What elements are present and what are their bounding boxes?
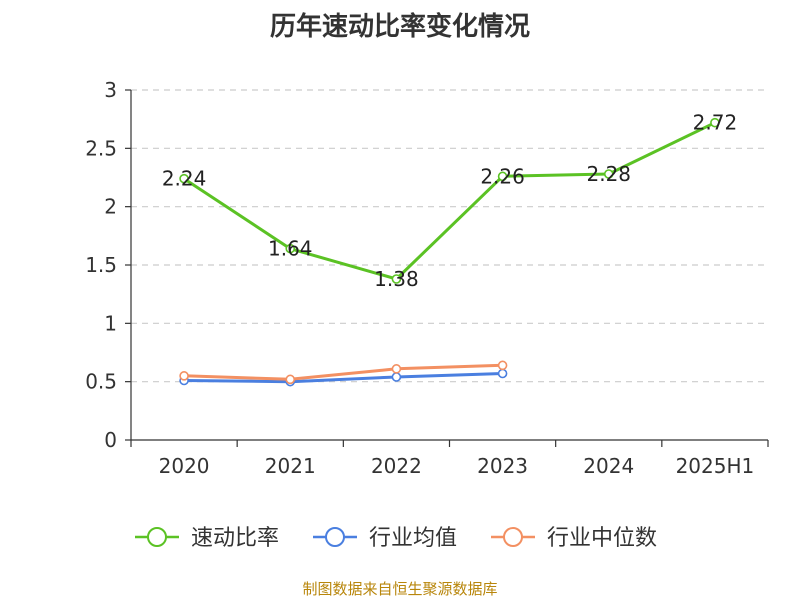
data-point <box>179 173 189 184</box>
legend-label: 速动比率 <box>191 526 279 551</box>
data-label: 2.26 <box>480 164 525 188</box>
y-tick-label: 1.5 <box>85 253 117 277</box>
source-note: 制图数据来自恒生聚源数据库 <box>302 580 498 598</box>
axis-layer: 0 0.5 1 1.5 2 2.5 3 2020 2021 2022 2023 2024 2025H1 <box>85 78 769 478</box>
data-label: 1.64 <box>268 237 313 261</box>
legend-label: 行业均值 <box>369 526 457 551</box>
data-point <box>497 171 508 182</box>
data-point <box>391 372 402 382</box>
x-tick-label: 2023 <box>477 454 528 478</box>
series-line <box>183 121 716 281</box>
y-tick-label: 3 <box>104 78 117 102</box>
chart-title: 历年速动比率变化情况 <box>269 12 530 42</box>
data-label: 2.72 <box>693 111 738 135</box>
x-tick-label: 2024 <box>583 454 634 478</box>
data-point <box>391 274 402 284</box>
legend: 速动比率 行业均值 行业中位数 <box>135 526 657 551</box>
data-point <box>710 117 720 128</box>
legend-marker <box>147 527 167 547</box>
data-point <box>603 169 614 179</box>
data-point <box>285 243 296 254</box>
x-tick-label: 2025H1 <box>676 454 755 478</box>
data-label: 2.24 <box>162 167 207 191</box>
data-label: 2.28 <box>586 162 631 186</box>
data-point <box>497 368 508 379</box>
y-tick-label: 0 <box>104 428 117 452</box>
data-point <box>285 374 296 385</box>
legend-marker <box>325 527 345 547</box>
data-label: 1.38 <box>374 267 419 291</box>
x-tick-label: 2020 <box>159 454 210 478</box>
y-tick-label: 0.5 <box>85 370 117 394</box>
data-point <box>179 371 189 381</box>
label-layer: 2.24 1.64 1.38 2.26 2.28 2.72 <box>162 111 737 291</box>
legend-label: 行业中位数 <box>547 526 657 551</box>
x-tick-label: 2022 <box>371 454 422 478</box>
data-point <box>391 364 402 374</box>
y-tick-label: 2 <box>104 195 117 219</box>
legend-marker <box>503 527 523 547</box>
y-tick-label: 2.5 <box>85 136 117 160</box>
series-layer <box>179 117 720 387</box>
x-tick-label: 2021 <box>265 454 316 478</box>
series-line <box>184 363 503 381</box>
grid-layer <box>131 89 768 383</box>
y-tick-label: 1 <box>104 311 117 335</box>
data-point <box>497 360 508 371</box>
series-line <box>184 372 503 384</box>
